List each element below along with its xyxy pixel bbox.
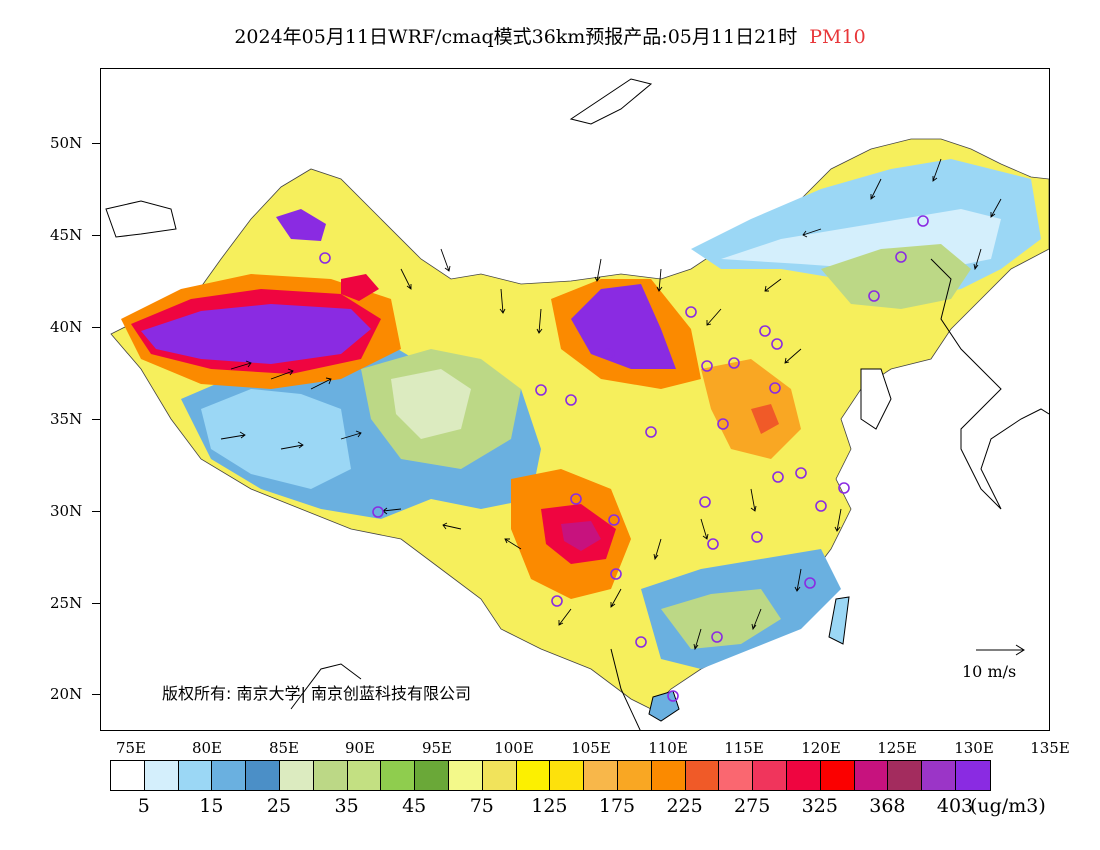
colorbar-swatch	[516, 761, 551, 790]
lon-label-85e: 85E	[268, 739, 300, 757]
colorbar-swatch	[719, 761, 754, 790]
indochina-outline	[610, 648, 641, 730]
lon-label-100e: 100E	[494, 739, 534, 757]
colorbar-swatch	[922, 761, 956, 790]
map-canvas	[105, 78, 1049, 730]
taiwan-outline	[828, 596, 850, 645]
lat-label-50n: 50N	[50, 134, 83, 152]
colorbar-swatch	[584, 761, 618, 790]
south-green	[661, 589, 781, 649]
colorbar-label: 15	[199, 795, 224, 817]
lon-label-80e: 80E	[191, 739, 223, 757]
map-frame	[100, 68, 1050, 731]
lon-label-110e: 110E	[648, 739, 688, 757]
tibet-region-lightblue	[201, 389, 351, 489]
kazakhstan-outline	[105, 200, 177, 238]
colorbar-swatch	[381, 761, 416, 790]
colorbar-swatch	[550, 761, 585, 790]
lat-tick	[92, 235, 100, 236]
colorbar-swatch	[246, 761, 280, 790]
reference-wind-vector-arrow	[976, 644, 1025, 656]
colorbar-swatch	[854, 761, 889, 790]
colorbar-label: 125	[531, 795, 568, 817]
map-title: 2024年05月11日WRF/cmaq模式36km预报产品:05月11日21时 P…	[0, 22, 1100, 49]
colorbar-swatch	[820, 761, 855, 790]
colorbar-label: 45	[402, 795, 427, 817]
lat-label-20n: 20N	[50, 685, 83, 703]
junggar-purple	[276, 209, 326, 241]
colorbar-swatch	[347, 761, 382, 790]
india-outline	[290, 663, 362, 710]
colorbar-swatch	[482, 761, 517, 790]
east-red	[751, 404, 779, 434]
lat-tick	[92, 419, 100, 420]
title-product: PM10	[809, 26, 866, 48]
lat-tick	[92, 603, 100, 604]
colorbar-label: 403	[936, 795, 974, 817]
lon-label-130e: 130E	[954, 739, 994, 757]
colorbar-label: 25	[266, 795, 292, 817]
colorbar-swatch	[651, 761, 686, 790]
colorbar-label: 225	[666, 795, 703, 817]
colorbar-unit: (ug/m3)	[970, 795, 1046, 817]
copyright-text: 版权所有: 南京大学| 南京创蓝科技有限公司	[162, 684, 471, 703]
colorbar-swatch	[313, 761, 348, 790]
colorbar-label: 368	[869, 795, 906, 817]
junggar-red	[341, 274, 379, 301]
lon-label-135e: 135E	[1030, 739, 1070, 757]
colorbar-swatch	[448, 761, 483, 790]
lat-tick	[92, 511, 100, 512]
lat-label-35n: 35N	[50, 410, 83, 428]
colorbar-label: 175	[598, 795, 636, 817]
lat-tick	[92, 694, 100, 695]
colorbar-label: 35	[334, 795, 359, 817]
lon-label-115e: 115E	[724, 739, 764, 757]
colorbar-label: 75	[469, 795, 494, 817]
japan-outline	[930, 258, 1049, 510]
reference-vector-label: 10 m/s	[962, 662, 1017, 681]
sichuan-darkred	[561, 521, 601, 551]
tarim-purple	[141, 304, 371, 364]
lat-label-45n: 45N	[50, 226, 83, 244]
lon-label-120e: 120E	[801, 739, 841, 757]
colorbar-swatch	[617, 761, 652, 790]
colorbar-swatch	[685, 761, 720, 790]
lon-label-90e: 90E	[344, 739, 376, 757]
loess-purple	[571, 284, 676, 369]
colorbar-swatch	[144, 761, 179, 790]
colorbar	[110, 760, 991, 791]
korea-outline	[860, 368, 892, 430]
lon-label-105e: 105E	[571, 739, 611, 757]
lon-label-95e: 95E	[421, 739, 453, 757]
colorbar-swatch	[178, 761, 213, 790]
colorbar-swatch	[212, 761, 247, 790]
colorbar-label: 275	[734, 795, 771, 817]
russia-outline	[569, 78, 653, 125]
title-main: 2024年05月11日WRF/cmaq模式36km预报产品:05月11日21时	[234, 26, 798, 48]
qinghai-lightgreen	[391, 369, 471, 439]
lat-tick	[92, 327, 100, 328]
lon-label-125e: 125E	[877, 739, 917, 757]
colorbar-swatch	[786, 761, 821, 790]
lat-label-40n: 40N	[50, 318, 83, 336]
city-markers	[319, 215, 929, 702]
colorbar-swatch	[753, 761, 787, 790]
colorbar-label: 325	[801, 795, 838, 817]
colorbar-swatch	[279, 761, 314, 790]
colorbar-swatch	[415, 761, 449, 790]
lat-tick	[92, 143, 100, 144]
wind-vectors	[220, 158, 1002, 651]
lon-label-75e: 75E	[115, 739, 147, 757]
lat-label-30n: 30N	[50, 502, 83, 520]
colorbar-swatch	[888, 761, 923, 790]
northeast-green	[821, 244, 971, 309]
colorbar-swatch	[955, 761, 990, 790]
lat-label-25n: 25N	[50, 594, 83, 612]
colorbar-label: 5	[137, 795, 150, 817]
colorbar-swatch	[111, 761, 145, 790]
